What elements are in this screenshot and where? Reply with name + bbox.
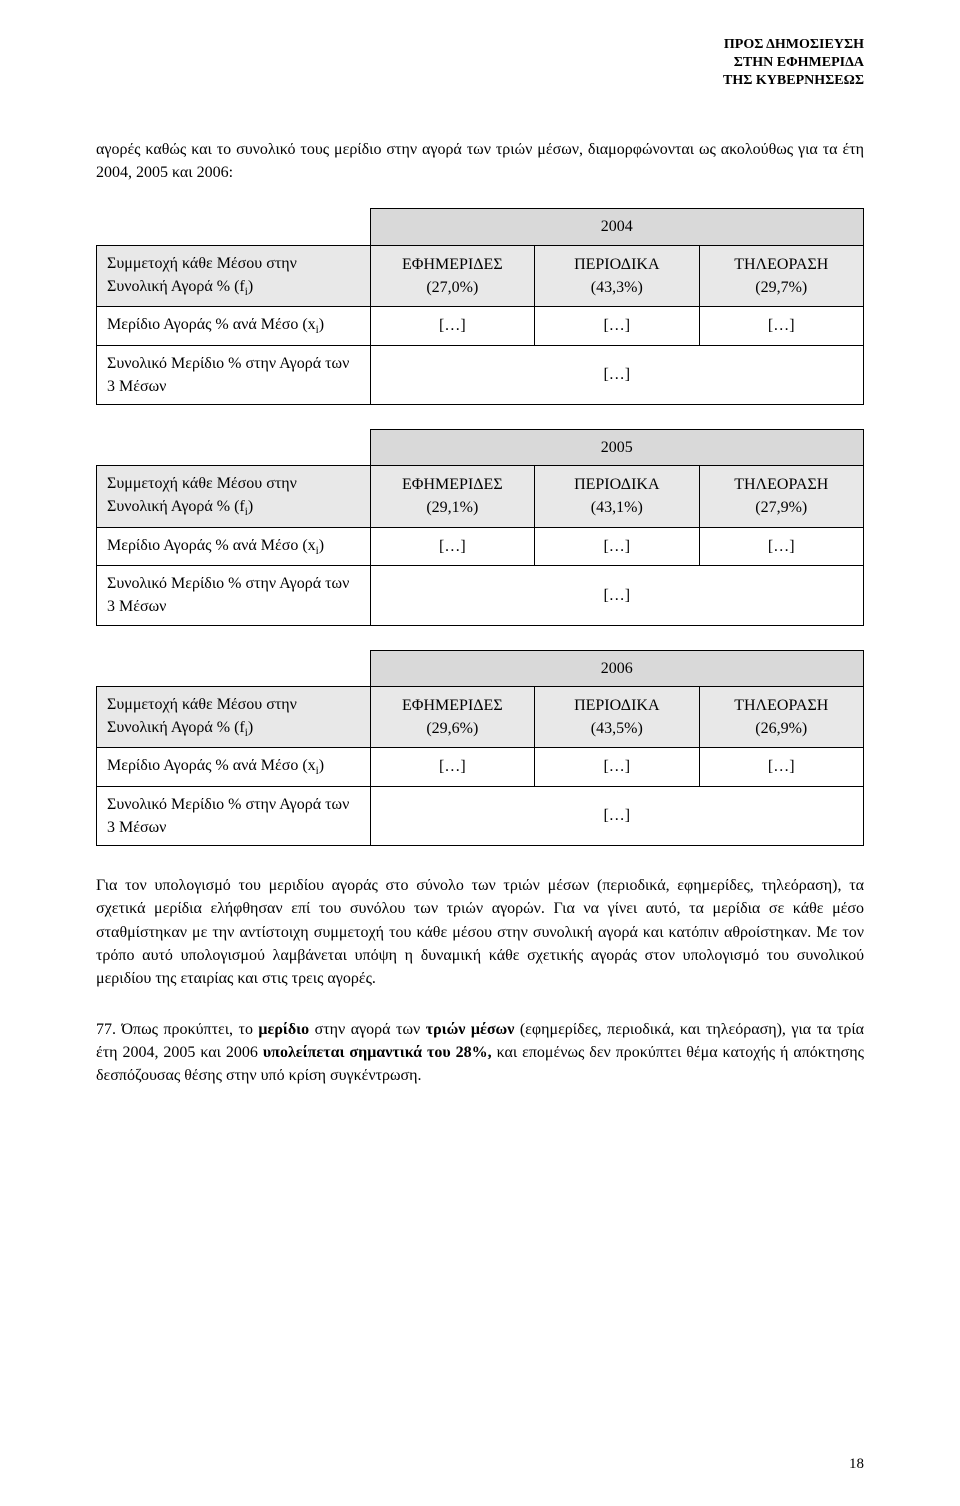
blank	[97, 429, 371, 465]
intro-paragraph: αγορές καθώς και το συνολικό τους μερίδι…	[96, 138, 864, 184]
row-total: Συνολικό Μερίδιο % στην Αγορά των 3 Μέσω…	[97, 345, 371, 404]
row-share: Μερίδιο Αγοράς % ανά Μέσο (xi)	[97, 307, 371, 345]
col-news: ΕΦΗΜΕΡΙΔΕΣ(27,0%)	[370, 245, 534, 307]
row-share: Μερίδιο Αγοράς % ανά Μέσο (xi)	[97, 527, 371, 565]
col-tv: ΤΗΛΕΟΡΑΣΗ(29,7%)	[699, 245, 863, 307]
share-cell: […]	[370, 527, 534, 565]
para2-num: 77.	[96, 1021, 121, 1038]
col-tv: ΤΗΛΕΟΡΑΣΗ(27,9%)	[699, 466, 863, 528]
row-total: Συνολικό Μερίδιο % στην Αγορά των 3 Μέσω…	[97, 786, 371, 845]
share-cell: […]	[535, 527, 699, 565]
blank	[97, 650, 371, 686]
page-number: 18	[849, 1454, 864, 1476]
col-period: ΠΕΡΙΟΔΙΚΑ(43,1%)	[535, 466, 699, 528]
market-share-table-2005: 2005Συμμετοχή κάθε Μέσου στην Συνολική Α…	[96, 429, 864, 626]
year-header: 2006	[370, 650, 863, 686]
total-cell: […]	[370, 786, 863, 845]
row-share: Μερίδιο Αγοράς % ανά Μέσο (xi)	[97, 748, 371, 786]
publication-note-l1: ΠΡΟΣ ΔΗΜΟΣΙΕΥΣΗ	[723, 36, 864, 54]
publication-note-l2: ΣΤΗΝ ΕΦΗΜΕΡΙΔΑ	[723, 54, 864, 72]
market-share-table-2006: 2006Συμμετοχή κάθε Μέσου στην Συνολική Α…	[96, 650, 864, 847]
col-tv: ΤΗΛΕΟΡΑΣΗ(26,9%)	[699, 686, 863, 748]
total-cell: […]	[370, 566, 863, 625]
market-share-table-2004: 2004Συμμετοχή κάθε Μέσου στην Συνολική Α…	[96, 208, 864, 405]
year-header: 2004	[370, 209, 863, 245]
col-period: ΠΕΡΙΟΔΙΚΑ(43,3%)	[535, 245, 699, 307]
row-total: Συνολικό Μερίδιο % στην Αγορά των 3 Μέσω…	[97, 566, 371, 625]
body-paragraph-1: Για τον υπολογισμό του μεριδίου αγοράς σ…	[96, 874, 864, 990]
row-participation: Συμμετοχή κάθε Μέσου στην Συνολική Αγορά…	[97, 686, 371, 748]
share-cell: […]	[699, 748, 863, 786]
share-cell: […]	[370, 307, 534, 345]
blank	[97, 209, 371, 245]
total-cell: […]	[370, 345, 863, 404]
share-cell: […]	[699, 307, 863, 345]
share-cell: […]	[699, 527, 863, 565]
share-cell: […]	[535, 748, 699, 786]
body-paragraph-2: 77. Όπως προκύπτει, το μερίδιο στην αγορ…	[96, 1018, 864, 1088]
col-news: ΕΦΗΜΕΡΙΔΕΣ(29,6%)	[370, 686, 534, 748]
share-cell: […]	[535, 307, 699, 345]
col-news: ΕΦΗΜΕΡΙΔΕΣ(29,1%)	[370, 466, 534, 528]
year-header: 2005	[370, 429, 863, 465]
share-cell: […]	[370, 748, 534, 786]
row-participation: Συμμετοχή κάθε Μέσου στην Συνολική Αγορά…	[97, 466, 371, 528]
col-period: ΠΕΡΙΟΔΙΚΑ(43,5%)	[535, 686, 699, 748]
publication-note-l3: ΤΗΣ ΚΥΒΕΡΝΗΣΕΩΣ	[723, 72, 864, 90]
row-participation: Συμμετοχή κάθε Μέσου στην Συνολική Αγορά…	[97, 245, 371, 307]
publication-note: ΠΡΟΣ ΔΗΜΟΣΙΕΥΣΗ ΣΤΗΝ ΕΦΗΜΕΡΙΔΑ ΤΗΣ ΚΥΒΕΡ…	[723, 36, 864, 91]
